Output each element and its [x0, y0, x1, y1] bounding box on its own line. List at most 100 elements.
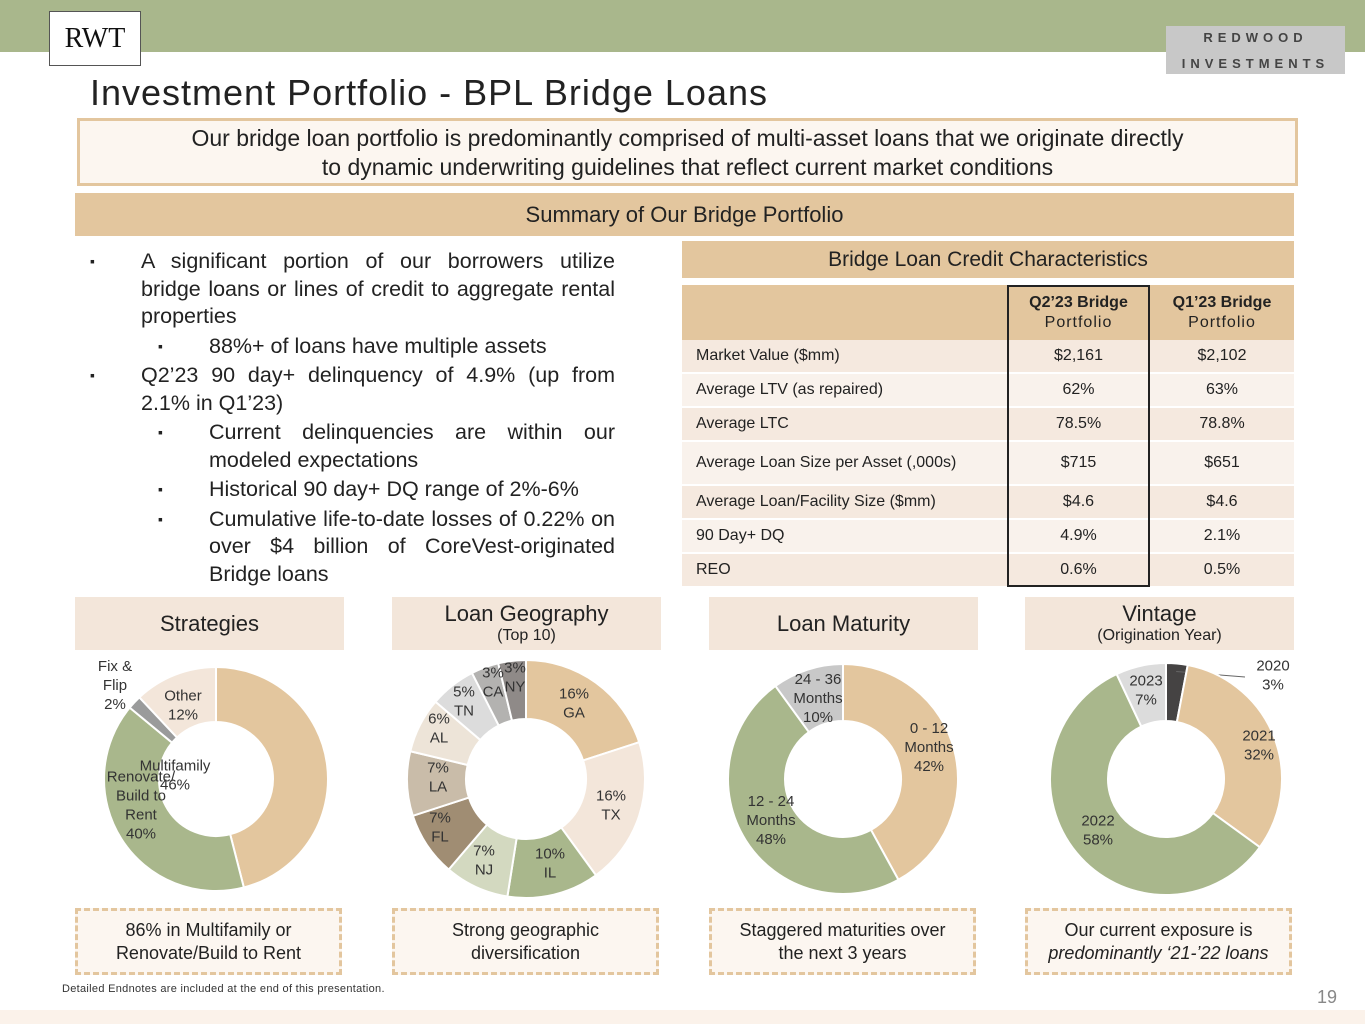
bullet-text: Cumulative life-to-date losses of 0.22% …: [209, 506, 615, 586]
donut-label-line: Fix &: [98, 658, 132, 675]
credit-characteristics-table: Q2’23 Bridge Portfolio Q1’23 Bridge Portfo…: [682, 285, 1294, 588]
q1-value: 63%: [1150, 373, 1294, 408]
q1-value: 0.5%: [1150, 553, 1294, 588]
bullet-marker: ▪: [90, 253, 95, 269]
bullet-item: ▪ Q2’23 90 day+ delinquency of 4.9% (up f…: [90, 362, 615, 417]
bullet-text: 88%+ of loans have multiple assets: [209, 333, 547, 358]
row-label: 90 Day+ DQ: [682, 519, 1007, 554]
donut-slice-0-12-months: [842, 662, 959, 882]
logo-text: RWT: [64, 22, 126, 54]
row-label: Average LTV (as repaired): [682, 373, 1007, 408]
bullet-marker: ▪: [158, 510, 163, 527]
bottom-bar: [0, 1010, 1365, 1024]
table-row: Average Loan Size per Asset (,000s) $715 $…: [682, 441, 1294, 486]
col-q2-header: Q2’23 Bridge Portfolio: [1007, 285, 1150, 340]
donut-label-24-36-months: 24 - 36 Months 10%: [793, 671, 842, 726]
vintage-donut-svg: 2020 3% 2021 32% 2022 58% 2023 7%: [1049, 658, 1290, 896]
donut-label-ca: 3% CA: [482, 665, 504, 701]
donut-label-line: 2020: [1256, 658, 1289, 675]
q1-value: 2.1%: [1150, 519, 1294, 554]
donut-slice-renovate-build-to-rent: [103, 706, 246, 892]
maturity-donut-svg: 0 - 12 Months 42% 12 - 24 Months 48% 24 - 36 Mo…: [727, 662, 959, 895]
donut-label-tx: 16% TX: [596, 788, 626, 824]
donut-label-line: 0 - 12: [910, 720, 948, 737]
donut-label-al: 6% AL: [428, 711, 450, 747]
strategies-donut-svg: Multifamily 46%Renovate/Build to Rent 40% Fi…: [98, 658, 329, 892]
table-header-blank: [682, 285, 1007, 340]
donut-label-ny: 3% NY: [504, 660, 526, 696]
donut-label-line: 32%: [1244, 747, 1274, 764]
donut-label-line: Other: [164, 688, 202, 705]
bullet-item: ▪ A significant portion of our borrowers …: [90, 248, 615, 331]
donut-label-line: 12 - 24: [748, 793, 795, 810]
donut-slice-2021: [1175, 663, 1283, 849]
table-row: 90 Day+ DQ 4.9% 2.1%: [682, 519, 1294, 554]
donut-label-multifamily: Multifamily 46%: [140, 758, 211, 794]
donut-label-line: 3%: [504, 660, 526, 677]
table-row: Average Loan/Facility Size ($mm) $4.6 $4.6: [682, 485, 1294, 520]
donut-label-line: 48%: [756, 831, 786, 848]
donut-label-line: AL: [430, 730, 448, 747]
vintage-title: Vintage: [1122, 601, 1197, 626]
callout-line-1: Staggered maturities over: [739, 919, 946, 940]
geography-title: Loan Geography: [444, 601, 609, 626]
donut-label-line: 2023: [1129, 673, 1162, 690]
strategies-title: Strategies: [159, 611, 260, 636]
row-label: Average LTC: [682, 407, 1007, 442]
donut-slice-12-24-months: [727, 684, 900, 895]
donut-label-line: 3%: [1262, 677, 1284, 694]
table-row: Average LTV (as repaired) 62% 63%: [682, 373, 1294, 408]
donut-label-line: Renovate/: [107, 769, 176, 786]
geography-donut-chart: 16% GA 16% TX 10% IL 7% NJ 7% FL 7% LA 6% AL 5% TN 3% CA 3…: [392, 655, 661, 905]
redwood-brand-logo: REDWOOD INVESTMENTS: [1166, 26, 1345, 74]
donut-label-line: 2%: [104, 696, 126, 713]
donut-label-line: Flip: [103, 677, 127, 694]
geography-header: Loan Geography (Top 10): [392, 597, 661, 650]
rwt-logo: RWT: [49, 11, 141, 66]
col-q2-title: Q2’23 Bridge: [1029, 293, 1128, 311]
q2-value: $4.6: [1007, 485, 1150, 520]
donut-label-line: TX: [601, 807, 620, 824]
bullet-marker: ▪: [90, 367, 95, 383]
subtitle-box: Our bridge loan portfolio is predominant…: [77, 118, 1298, 186]
callout-line-1: Our current exposure is: [1064, 919, 1253, 940]
donut-label-il: 10% IL: [535, 846, 565, 882]
brand-line-1: REDWOOD: [1203, 30, 1308, 45]
callout-line-2: the next 3 years: [778, 942, 907, 963]
donut-label-renovate-build-to-rent: Renovate/Build to Rent 40%: [107, 769, 176, 843]
bullet-marker: ▪: [158, 481, 163, 497]
sub-bullet-item: ▪ Current delinquencies are within our mo…: [90, 419, 615, 474]
callout-emphasis: predominantly ‘21-’22 loans: [1048, 942, 1269, 963]
vintage-subtitle: (Origination Year): [1097, 627, 1222, 644]
donut-label-line: LA: [429, 779, 447, 796]
bullet-text: Current delinquencies are within our mod…: [209, 420, 615, 472]
donut-slice-tx: [559, 740, 646, 877]
geography-callout: Strong geographic diversification: [392, 908, 659, 975]
footnote: Detailed Endnotes are included at the en…: [62, 983, 385, 995]
donut-label-line: 24 - 36: [795, 671, 842, 688]
donut-label-line: 3%: [482, 665, 504, 682]
donut-label-line: CA: [483, 684, 504, 701]
donut-label-other: Other 12%: [164, 688, 202, 724]
donut-slice-2023: [1115, 661, 1167, 728]
donut-label-line: Months: [904, 739, 953, 756]
row-label: Average Loan/Facility Size ($mm): [682, 485, 1007, 520]
q2-value: 78.5%: [1007, 407, 1150, 442]
donut-label-12-24-months: 12 - 24 Months 48%: [746, 793, 795, 848]
donut-label-line: 10%: [535, 846, 565, 863]
vintage-header: Vintage (Origination Year): [1025, 597, 1294, 650]
bullet-text: Q2’23 90 day+ delinquency of 4.9% (up fr…: [141, 363, 615, 415]
page-number: 19: [1317, 987, 1338, 1007]
donut-label-line: 46%: [160, 777, 190, 794]
q2-value: $2,161: [1007, 340, 1150, 374]
donut-label-la: 7% LA: [427, 760, 449, 796]
donut-label-line: 7%: [429, 810, 451, 827]
maturity-title: Loan Maturity: [776, 611, 911, 636]
donut-label-2022: 2022 58%: [1081, 813, 1114, 849]
bullet-marker: ▪: [158, 424, 163, 440]
top-banner: [0, 0, 1365, 52]
maturity-callout: Staggered maturities over the next 3 year…: [709, 908, 976, 975]
col-q1-sub: Portfolio: [1188, 313, 1256, 331]
strategies-header: Strategies: [75, 597, 344, 650]
